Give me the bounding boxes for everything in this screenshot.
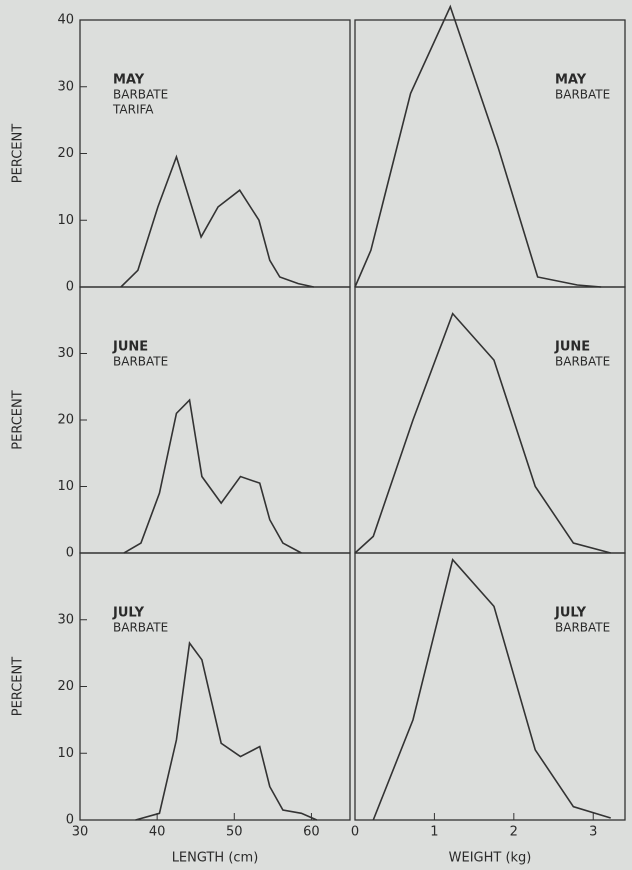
data-line xyxy=(372,558,611,821)
x-axis-label: LENGTH (cm) xyxy=(172,851,259,866)
data-line xyxy=(135,641,318,821)
annotation: BARBATE xyxy=(113,355,168,369)
panel-frame xyxy=(79,286,351,554)
data-line xyxy=(354,4,602,288)
annotation: BARBATE xyxy=(555,355,610,369)
data-line xyxy=(123,398,302,554)
x-tick-label: 1 xyxy=(430,825,438,840)
data-line xyxy=(120,154,314,288)
y-tick-label: 40 xyxy=(57,13,74,28)
y-tick-label: 20 xyxy=(57,413,74,428)
data-line xyxy=(354,312,611,554)
annotation: BARBATE xyxy=(113,88,168,102)
y-axis-label: PERCENT xyxy=(11,390,26,449)
annotation: JULY xyxy=(112,606,145,621)
y-tick-label: 0 xyxy=(66,813,74,828)
annotation: TARIFA xyxy=(112,103,154,117)
panel-frame xyxy=(79,19,351,288)
panel-frame xyxy=(354,286,626,554)
annotation: JULY xyxy=(554,606,587,621)
y-tick-label: 30 xyxy=(57,79,74,94)
panel-frame xyxy=(354,552,626,821)
annotation: JUNE xyxy=(554,340,590,355)
annotation: BARBATE xyxy=(555,88,610,102)
x-tick-label: 40 xyxy=(149,825,166,840)
y-tick-label: 10 xyxy=(57,479,74,494)
panel-frame xyxy=(79,552,351,821)
y-tick-label: 0 xyxy=(66,280,74,295)
x-tick-label: 30 xyxy=(72,825,89,840)
y-tick-label: 0 xyxy=(66,546,74,561)
x-tick-label: 0 xyxy=(351,825,359,840)
y-tick-label: 30 xyxy=(57,612,74,627)
y-tick-label: 20 xyxy=(57,146,74,161)
y-tick-label: 30 xyxy=(57,346,74,361)
annotation: JUNE xyxy=(112,340,148,355)
annotation: MAY xyxy=(555,73,587,88)
x-tick-label: 50 xyxy=(226,825,243,840)
annotation: BARBATE xyxy=(555,621,610,635)
x-tick-label: 60 xyxy=(303,825,320,840)
x-axis-label: WEIGHT (kg) xyxy=(449,851,532,866)
annotation: BARBATE xyxy=(113,621,168,635)
x-tick-label: 2 xyxy=(510,825,518,840)
x-tick-label: 3 xyxy=(589,825,597,840)
y-tick-label: 10 xyxy=(57,746,74,761)
annotation: MAY xyxy=(113,73,145,88)
y-axis-label: PERCENT xyxy=(11,124,26,183)
y-tick-label: 10 xyxy=(57,213,74,228)
y-tick-label: 20 xyxy=(57,679,74,694)
y-axis-label: PERCENT xyxy=(11,657,26,716)
